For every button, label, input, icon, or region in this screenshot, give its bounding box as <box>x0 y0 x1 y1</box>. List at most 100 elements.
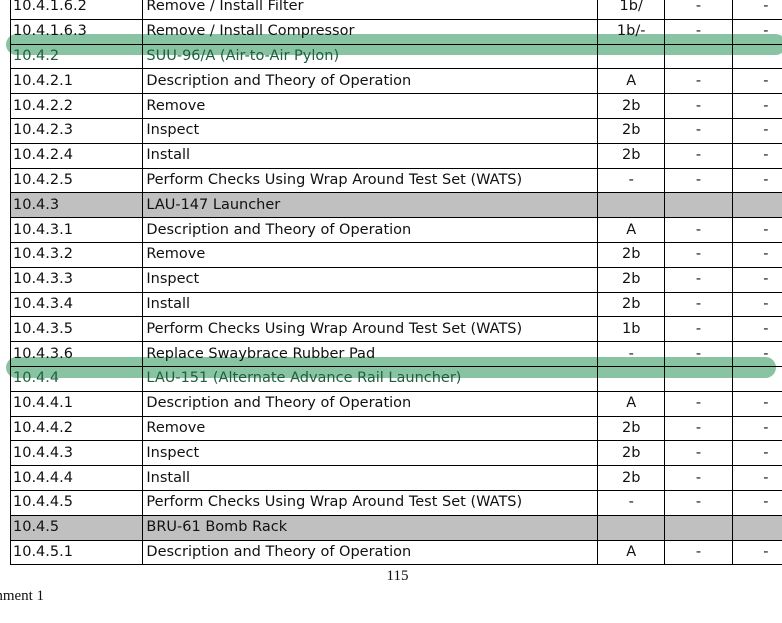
proficiency-column-5-cell <box>731 514 782 541</box>
task-number-cell: 10.4.5.1 <box>9 539 144 566</box>
task-title-cell: Remove <box>142 241 599 268</box>
proficiency-column-4-cell: - <box>664 93 733 119</box>
task-number-cell: 10.4.2.4 <box>9 142 144 169</box>
proficiency-column-4-cell <box>664 365 733 392</box>
proficiency-column-5-cell: - <box>731 489 782 516</box>
task-title-cell: LAU-147 Launcher <box>142 192 599 219</box>
task-title-cell: Description and Theory of Operation <box>142 390 599 417</box>
proficiency-column-5-cell: - <box>731 18 782 45</box>
proficiency-column-5-cell: - <box>731 266 782 293</box>
table-row: 10.4.4.4 Install 2b - - <box>9 465 782 491</box>
task-number-cell: 10.4.2.1 <box>9 68 144 95</box>
task-title-cell: LAU-151 (Alternate Advance Rail Launcher… <box>142 365 599 392</box>
page-number: 115 <box>386 568 409 584</box>
task-number-cell: 10.4.2.5 <box>9 167 144 194</box>
proficiency-column-5-cell: - <box>731 68 782 95</box>
table-body: 10.4.1.6.2 Remove / Install Filter 1b/- -10… <box>9 0 782 566</box>
task-number-cell: 10.4.4.4 <box>9 465 144 491</box>
task-number-cell: 10.4.4.3 <box>9 440 144 467</box>
proficiency-column-4-cell: - <box>664 167 733 194</box>
proficiency-column-5-cell: - <box>731 539 782 566</box>
proficiency-column-4-cell: - <box>664 117 733 144</box>
proficiency-level-cell: 2b <box>597 415 666 442</box>
proficiency-level-cell: 2b <box>597 440 666 467</box>
table-row: 10.4.2.1 Description and Theory of Operat… <box>9 68 782 95</box>
task-title-cell: SUU-96/A (Air-to-Air Pylon) <box>142 43 599 70</box>
table-row: 10.4.4.2 Remove 2b - - <box>9 415 782 442</box>
training-task-table: 10.4.1.6.2 Remove / Install Filter 1b/- -10… <box>9 0 782 566</box>
task-number-cell: 10.4.3.1 <box>9 217 144 243</box>
task-number-cell: 10.4.4 <box>9 365 144 392</box>
table-row: 10.4.5.1 Description and Theory of Operat… <box>9 539 782 566</box>
proficiency-column-4-cell: - <box>664 68 733 95</box>
task-number-cell: 10.4.2.2 <box>9 93 144 119</box>
task-title-cell: Install <box>142 142 599 169</box>
proficiency-level-cell: 1b <box>597 316 666 343</box>
proficiency-column-5-cell <box>731 365 782 392</box>
task-title-cell: BRU-61 Bomb Rack <box>142 514 599 541</box>
task-number-cell: 10.4.3.6 <box>9 341 144 367</box>
task-title-cell: Replace Swaybrace Rubber Pad <box>142 341 599 367</box>
task-title-cell: Install <box>142 465 599 491</box>
task-title-cell: Remove <box>142 415 599 442</box>
proficiency-column-5-cell: - <box>731 341 782 367</box>
task-title-cell: Remove / Install Compressor <box>142 18 599 45</box>
task-number-cell: 10.4.1.6.3 <box>9 18 144 45</box>
task-title-cell: Inspect <box>142 117 599 144</box>
proficiency-column-4-cell: - <box>664 415 733 442</box>
proficiency-column-5-cell: - <box>731 465 782 491</box>
proficiency-column-4-cell: - <box>664 241 733 268</box>
table-row: 10.4.2.2 Remove 2b - - <box>9 93 782 119</box>
proficiency-level-cell: 2b <box>597 93 666 119</box>
highlighted-row: 10.4.2 SUU-96/A (Air-to-Air Pylon) <box>9 43 782 70</box>
proficiency-column-5-cell <box>731 192 782 219</box>
task-number-cell: 10.4.2 <box>9 43 144 70</box>
proficiency-column-5-cell: - <box>731 117 782 144</box>
task-number-cell: 10.4.2.3 <box>9 117 144 144</box>
table-row: 10.4.3.1 Description and Theory of Operat… <box>9 217 782 243</box>
highlighted-row: 10.4.4 LAU-151 (Alternate Advance Rail La… <box>9 365 782 392</box>
proficiency-column-5-cell: - <box>731 241 782 268</box>
task-title-cell: Description and Theory of Operation <box>142 217 599 243</box>
proficiency-column-4-cell: - <box>664 390 733 417</box>
table-row: 10.4.3.4 Install 2b - - <box>9 291 782 318</box>
proficiency-level-cell: - <box>597 341 666 367</box>
proficiency-level-cell: A <box>597 539 666 566</box>
task-number-cell: 10.4.3.2 <box>9 241 144 268</box>
proficiency-level-cell: 1b/- <box>597 18 666 45</box>
proficiency-column-5-cell: - <box>731 415 782 442</box>
table-row: 10.4.3.2 Remove 2b - - <box>9 241 782 268</box>
proficiency-column-4-cell: - <box>664 266 733 293</box>
proficiency-column-4-cell: - <box>664 142 733 169</box>
table-row: 10.4.2.4 Install 2b - - <box>9 142 782 169</box>
group-header-row: 10.4.5 BRU-61 Bomb Rack <box>9 514 782 541</box>
proficiency-column-4-cell <box>664 514 733 541</box>
task-number-cell: 10.4.3.5 <box>9 316 144 343</box>
proficiency-level-cell <box>597 43 666 70</box>
proficiency-level-cell: 2b <box>597 465 666 491</box>
table-row: 10.4.4.1 Description and Theory of Operat… <box>9 390 782 417</box>
proficiency-column-5-cell: - <box>731 93 782 119</box>
proficiency-column-4-cell <box>664 43 733 70</box>
proficiency-column-5-cell: - <box>731 390 782 417</box>
proficiency-column-5-cell: - <box>731 291 782 318</box>
proficiency-level-cell <box>597 514 666 541</box>
task-title-cell: Description and Theory of Operation <box>142 68 599 95</box>
proficiency-level-cell: 1b/ <box>597 0 666 20</box>
table-row: 10.4.4.5 Perform Checks Using Wrap Around… <box>9 489 782 516</box>
proficiency-column-5-cell: - <box>731 0 782 20</box>
task-number-cell: 10.4.3 <box>9 192 144 219</box>
task-title-cell: Inspect <box>142 440 599 467</box>
proficiency-level-cell: A <box>597 390 666 417</box>
task-title-cell: Perform Checks Using Wrap Around Test Se… <box>142 316 599 343</box>
task-title-cell: Inspect <box>142 266 599 293</box>
proficiency-level-cell: 2b <box>597 291 666 318</box>
proficiency-column-4-cell: - <box>664 539 733 566</box>
proficiency-level-cell: - <box>597 489 666 516</box>
table-row: 10.4.4.3 Inspect 2b - - <box>9 440 782 467</box>
task-number-cell: 10.4.4.1 <box>9 390 144 417</box>
proficiency-level-cell: 2b <box>597 117 666 144</box>
task-title-cell: Install <box>142 291 599 318</box>
task-title-cell: Remove <box>142 93 599 119</box>
proficiency-column-4-cell: - <box>664 291 733 318</box>
